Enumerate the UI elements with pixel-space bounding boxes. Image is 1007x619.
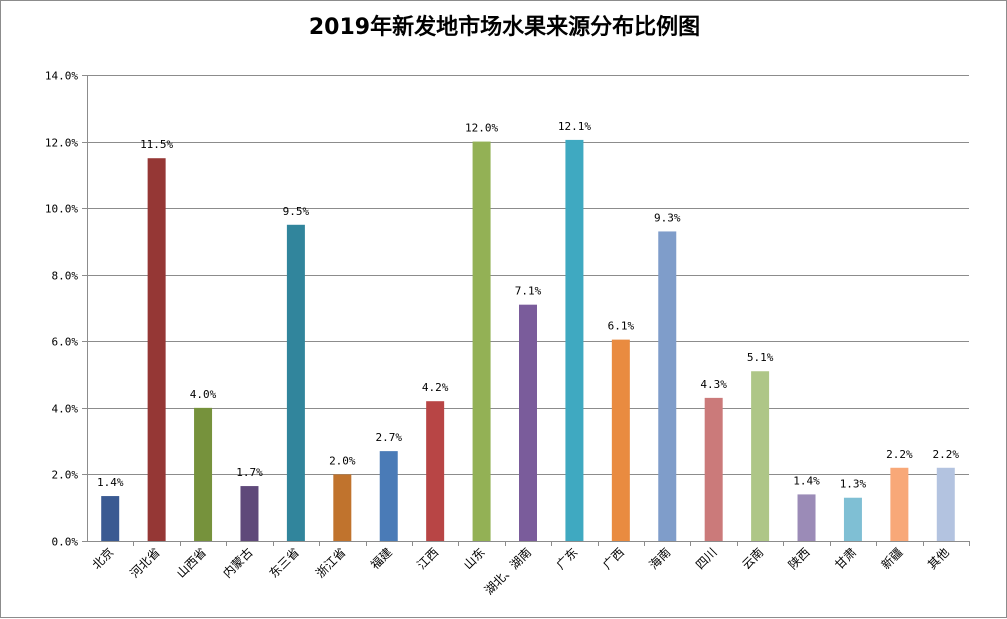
data-label: 5.1% xyxy=(747,351,774,364)
data-label: 2.2% xyxy=(933,448,960,461)
x-tick-label: 四川 xyxy=(693,545,720,572)
x-tick-label: 广西 xyxy=(600,545,627,572)
bar xyxy=(797,494,816,541)
data-label: 7.1% xyxy=(515,285,542,298)
data-label: 4.0% xyxy=(190,388,217,401)
bar xyxy=(194,407,213,541)
bar xyxy=(843,497,862,541)
x-tick-label: 河北省 xyxy=(127,545,162,580)
bar xyxy=(658,231,677,541)
bar xyxy=(565,139,584,541)
axes xyxy=(82,75,970,546)
x-tick-label: 福建 xyxy=(367,545,395,573)
data-label: 1.3% xyxy=(840,478,867,491)
x-tick-label: 山西省 xyxy=(174,545,209,580)
chart-title: 2019年新发地市场水果来源分布比例图 xyxy=(308,15,701,40)
x-tick-label: 云南 xyxy=(739,545,767,573)
x-tick-label: 广东 xyxy=(554,545,581,572)
x-tick-label: 浙江省 xyxy=(313,545,348,580)
data-label: 2.7% xyxy=(375,431,402,444)
bar xyxy=(472,141,491,542)
bars xyxy=(101,139,955,542)
x-tick-label: 江西 xyxy=(414,545,441,572)
y-tick-label: 10.0% xyxy=(45,203,78,216)
data-labels: 1.4% 11.5% 4.0% 1.7% 9.5% 2.0% 2.7% 4.2% 12.0% 7.… xyxy=(97,120,959,491)
data-label: 12.1% xyxy=(558,120,591,133)
y-tick-label: 12.0% xyxy=(45,137,78,150)
bar xyxy=(333,474,352,541)
data-label: 4.3% xyxy=(700,378,727,391)
bar xyxy=(751,371,770,541)
data-label: 1.4% xyxy=(97,476,124,489)
x-tick-label: 内蒙古 xyxy=(220,545,256,581)
x-tick-label: 北京 xyxy=(89,545,116,572)
data-label: 9.5% xyxy=(283,205,310,218)
bar xyxy=(519,304,537,541)
x-tick-label: 其他 xyxy=(925,545,952,572)
x-tick-label: 东三省 xyxy=(267,545,302,580)
bar xyxy=(426,401,445,541)
data-label: 11.5% xyxy=(140,138,173,151)
y-tick-label: 4.0% xyxy=(52,403,79,416)
y-tick-label: 8.0% xyxy=(52,270,79,283)
data-label: 12.0% xyxy=(465,122,498,135)
x-tick-label: 海南 xyxy=(646,545,674,573)
y-tick-labels: 0.0% 2.0% 4.0% 6.0% 8.0% 10.0% 12.0% 14.0% xyxy=(45,70,78,549)
bar xyxy=(286,224,305,542)
data-label: 2.0% xyxy=(329,454,356,467)
y-tick-label: 2.0% xyxy=(52,469,79,482)
bar xyxy=(379,451,398,541)
bar xyxy=(147,158,166,541)
data-label: 4.2% xyxy=(422,381,449,394)
data-label: 2.2% xyxy=(886,448,913,461)
x-tick-label: 陕西 xyxy=(785,545,813,573)
bar xyxy=(611,339,630,541)
data-label: 6.1% xyxy=(608,320,635,333)
x-tick-label: 新疆 xyxy=(878,545,906,573)
data-label: 9.3% xyxy=(654,211,681,224)
bar xyxy=(890,467,909,541)
data-label: 1.4% xyxy=(793,474,820,487)
x-tick-label: 甘肃 xyxy=(832,545,859,572)
x-tick-label: 湖北、湖南 xyxy=(481,545,534,598)
y-tick-label: 0.0% xyxy=(52,536,79,549)
bar xyxy=(101,496,120,541)
bar xyxy=(704,397,723,541)
bar xyxy=(936,467,955,541)
x-tick-label: 山东 xyxy=(461,545,488,572)
data-label: 1.7% xyxy=(236,466,263,479)
y-tick-label: 14.0% xyxy=(45,70,78,83)
bar xyxy=(240,486,259,541)
y-tick-label: 6.0% xyxy=(52,336,79,349)
